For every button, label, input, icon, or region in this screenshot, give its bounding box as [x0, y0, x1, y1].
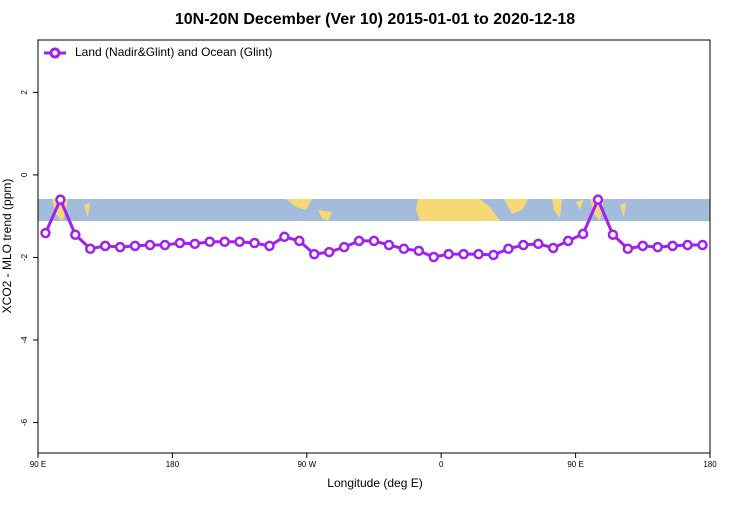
point: [264, 240, 275, 252]
point: [219, 236, 230, 248]
point: [159, 239, 171, 251]
x-tick-label: 180: [166, 460, 180, 469]
point: [488, 249, 499, 261]
point: [547, 242, 559, 254]
point: [189, 238, 201, 250]
point: [652, 241, 663, 253]
point: [518, 239, 529, 251]
point: [55, 194, 66, 205]
point: [85, 243, 96, 255]
point: [622, 243, 634, 255]
point: [279, 231, 290, 243]
point: [368, 235, 380, 247]
point: [682, 239, 693, 251]
x-axis-label: Longitude (deg E): [327, 476, 422, 490]
point: [294, 235, 305, 247]
point: [129, 240, 141, 252]
y-tick-label: 2: [20, 90, 29, 95]
point: [577, 228, 589, 240]
point: [562, 235, 574, 247]
legend: Land (Nadir&Glint) and Ocean (Glint): [44, 45, 272, 59]
point: [637, 240, 649, 252]
point: [99, 240, 111, 252]
point: [697, 239, 708, 251]
point: [443, 248, 454, 260]
point: [458, 248, 469, 260]
x-tick-label: 0: [439, 460, 444, 469]
plot-frame: [37, 39, 711, 454]
point: [204, 236, 215, 248]
legend-label: Land (Nadir&Glint) and Ocean (Glint): [75, 45, 272, 59]
point: [398, 243, 410, 255]
point: [338, 241, 350, 253]
point: [40, 227, 51, 239]
x-tick-label: 180: [703, 460, 717, 469]
y-tick-label: -2: [20, 253, 29, 261]
legend-marker: [49, 47, 61, 59]
point: [174, 237, 186, 249]
point: [428, 251, 439, 263]
point: [533, 238, 544, 250]
chart-title: 10N-20N December (Ver 10) 2015-01-01 to …: [175, 11, 575, 28]
point: [234, 236, 245, 248]
point: [309, 248, 320, 260]
y-axis-label: XCO2 - MLO trend (ppm): [0, 179, 14, 314]
point: [607, 229, 619, 240]
x-tick-label: 90 E: [567, 460, 583, 469]
point: [249, 237, 260, 249]
point: [413, 245, 425, 257]
y-tick-label: -6: [20, 418, 29, 426]
point: [383, 239, 395, 251]
point: [503, 243, 514, 255]
point: [144, 239, 156, 251]
x-tick-label: 90 E: [30, 460, 46, 469]
point: [70, 229, 81, 240]
y-tick-label: -4: [20, 336, 29, 344]
point: [114, 241, 126, 253]
point: [667, 240, 678, 252]
x-tick-label: 90 W: [297, 460, 316, 469]
point: [592, 194, 604, 205]
point: [353, 235, 365, 247]
point: [323, 246, 335, 258]
point: [473, 248, 484, 260]
y-tick-label: 0: [20, 172, 29, 177]
map-band: [38, 199, 710, 221]
